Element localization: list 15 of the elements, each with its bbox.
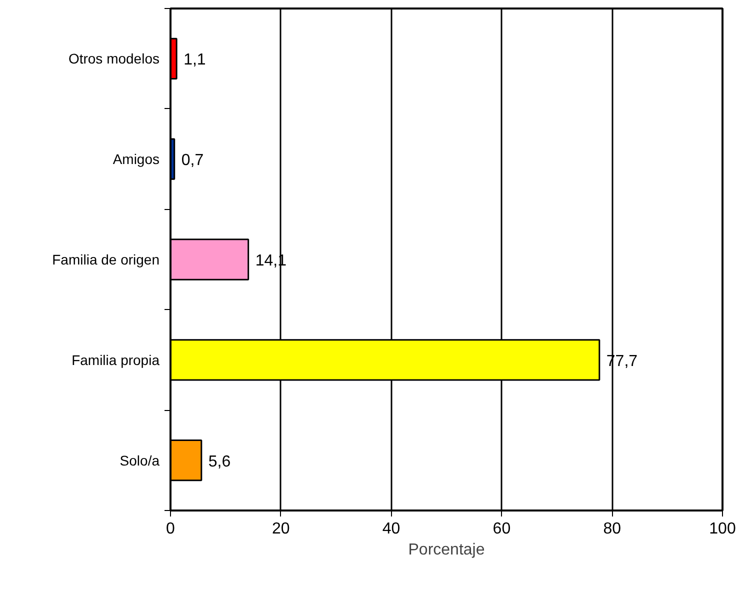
data-label: 1,1	[184, 52, 206, 69]
y-tick-label: Otros modelos	[68, 50, 160, 67]
x-tick-label: 40	[382, 520, 400, 538]
data-label: 0,7	[181, 152, 204, 170]
y-tick-label: Familia de origen	[52, 252, 160, 268]
x-tick-label: 0	[166, 520, 176, 538]
x-axis-title: Porcentaje	[408, 542, 485, 558]
y-tick-label: Amigos	[112, 151, 160, 168]
x-tick-label: 60	[492, 520, 511, 538]
x-tick-label: 20	[272, 520, 290, 538]
data-label: 5,6	[208, 453, 231, 470]
y-tick-label: Familia propia	[72, 352, 160, 368]
x-tick-label: 100	[709, 520, 736, 538]
y-tick-label: Solo/a	[120, 452, 160, 468]
x-tick-label: 80	[603, 520, 622, 538]
